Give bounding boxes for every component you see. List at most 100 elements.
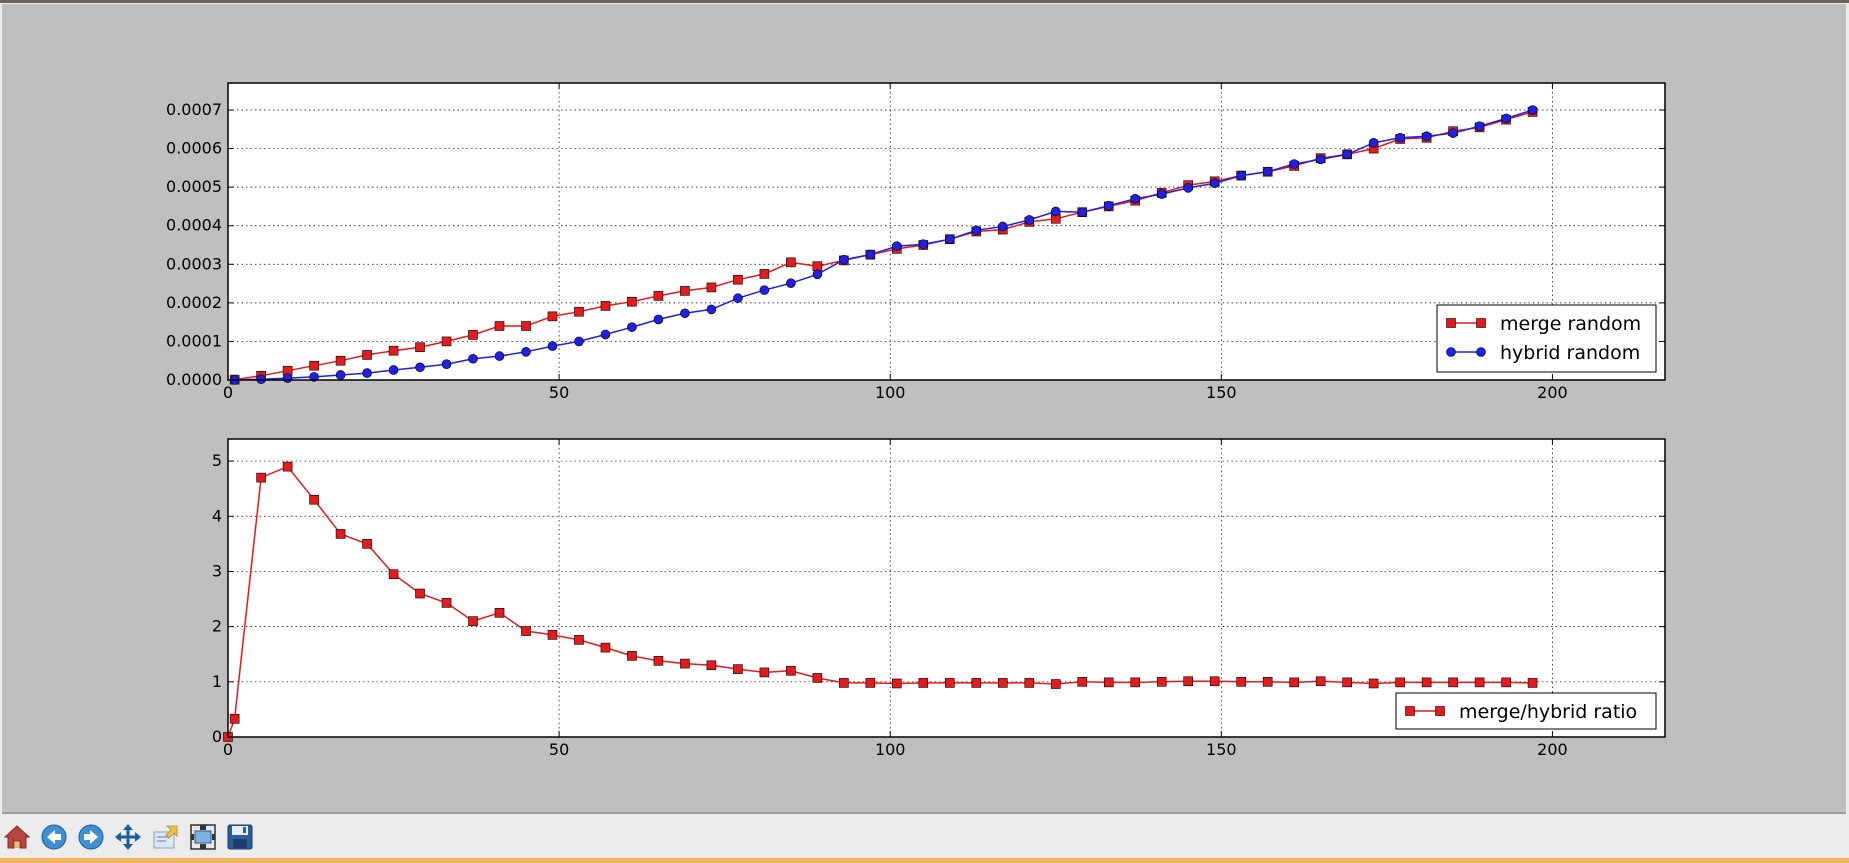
data-point [706,304,717,315]
x-tick-label: 50 [549,740,569,759]
data-point [1368,678,1379,689]
zoom-button[interactable] [148,820,182,854]
y-tick-label: 3 [212,561,222,580]
data-point [1209,178,1220,189]
data-point [362,350,372,360]
configure-subplots-icon [190,824,216,850]
y-tick-label: 0.0004 [166,216,222,235]
legend-marker [1476,347,1486,357]
data-point [997,678,1008,688]
x-tick-label: 0 [223,740,233,759]
x-tick-label: 50 [549,383,569,402]
home-icon [3,825,31,849]
data-point [865,678,876,688]
data-point [812,673,823,683]
data-point [574,306,584,317]
legend-label: merge/hybrid ratio [1459,701,1637,723]
subplots-button[interactable] [186,820,220,854]
axes-frame [227,82,1666,381]
data-point [812,269,823,280]
data-point [1024,215,1035,225]
data-point [1448,677,1458,688]
x-tick-label: 100 [875,383,906,402]
data-point [282,461,293,472]
data-point [1156,677,1167,687]
data-point [494,608,505,618]
axes-background [228,439,1665,737]
data-point [733,293,743,304]
x-tick-label: 100 [875,740,906,759]
data-point [1315,676,1326,687]
legend-box [1436,304,1657,373]
data-point [1527,678,1538,688]
data-point [892,678,902,689]
data-point [1421,131,1432,142]
legend-marker [1446,318,1456,328]
x-tick-label: 0 [223,383,233,402]
arrow-left-icon [41,824,67,850]
data-point [653,291,664,301]
figure-canvas[interactable]: 0 50 100 150 200 0.0000 0.0001 0.0002 0.0003 0.00… [2,4,1846,814]
y-tick-label: 5 [212,451,222,470]
forward-button[interactable] [74,820,108,854]
y-tick-label: 4 [212,506,222,525]
data-point [547,630,558,640]
data-point [468,330,478,340]
legend-marker [1446,347,1456,357]
data-point [786,278,796,288]
data-point [547,311,558,322]
data-point [388,569,399,580]
data-point [600,301,611,311]
data-point [309,372,319,382]
data-point [521,321,531,331]
data-point [759,667,770,678]
data-point [1289,159,1299,169]
data-point [1130,193,1141,204]
axes-frame [227,438,1666,738]
data-point [441,336,452,347]
y-tick-label: 0.0000 [166,370,222,389]
data-point [415,342,425,353]
data-point [468,353,478,364]
data-point [335,529,346,539]
data-point [1501,677,1511,688]
y-tick-label: 0.0002 [166,293,222,312]
data-point [759,269,770,279]
y-tick-label: 0.0006 [166,139,222,158]
data-point [441,598,452,608]
arrow-right-icon [78,824,104,850]
pan-button[interactable] [111,820,145,854]
data-point [1050,206,1061,217]
x-tick-label: 200 [1537,383,1568,402]
data-point [1474,121,1485,131]
data-point [362,368,372,378]
data-point [1103,677,1114,688]
data-point [1209,676,1220,687]
data-point [1077,207,1088,218]
data-point [415,588,425,599]
data-point [680,308,690,319]
save-button[interactable] [223,820,257,854]
data-point [997,221,1008,232]
data-point [1448,128,1458,138]
data-point [627,322,637,332]
legend: merge random hybrid random [1436,304,1657,373]
data-point [839,678,849,688]
x-tick-label: 150 [1206,740,1237,759]
data-point [786,257,796,268]
window-border [0,0,1849,3]
floppy-disk-icon [227,824,253,850]
home-button[interactable] [0,820,34,854]
axes-2: 0 50 100 150 200 0 1 2 3 4 5 merge/hybrid ratio [212,438,1666,759]
data-point [1395,677,1405,688]
data-point [441,359,452,369]
data-point [627,651,637,661]
data-point [1236,170,1246,181]
back-button[interactable] [37,820,71,854]
data-point [680,658,690,669]
data-point [1103,200,1114,211]
data-point [1024,678,1035,688]
legend: merge/hybrid ratio [1395,692,1657,730]
data-point [388,345,399,356]
